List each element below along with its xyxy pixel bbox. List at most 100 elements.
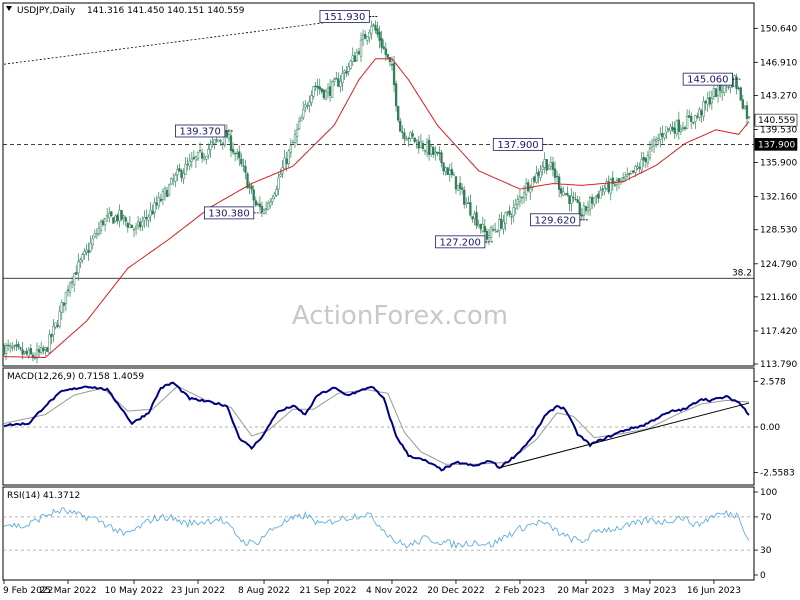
candle-body <box>638 167 641 169</box>
candle <box>306 102 309 110</box>
candle <box>531 178 534 192</box>
last-price-tag-text: 140.559 <box>758 116 795 126</box>
candle-body <box>450 169 453 175</box>
candle-body <box>696 116 699 118</box>
candle-body <box>163 188 167 194</box>
candle-body <box>39 347 43 353</box>
candle-body <box>297 121 301 129</box>
candle <box>469 194 472 217</box>
candle-body <box>609 179 612 194</box>
candle <box>514 198 517 215</box>
candle-body <box>448 170 451 175</box>
candle <box>163 186 167 201</box>
candle-body <box>603 188 606 193</box>
candle <box>671 121 674 132</box>
candle <box>584 206 588 215</box>
candle-body <box>136 221 140 226</box>
candle <box>17 341 20 350</box>
candle <box>300 114 303 122</box>
candle-body <box>320 88 323 92</box>
candle <box>652 136 656 153</box>
candle-body <box>149 209 152 217</box>
candle <box>621 172 625 183</box>
candle <box>425 137 429 158</box>
candle-body <box>714 88 718 97</box>
candle <box>29 344 32 356</box>
candle-body <box>273 193 276 198</box>
candle <box>139 217 142 232</box>
candle-body <box>242 165 245 167</box>
candle <box>217 139 220 143</box>
candle-body <box>382 46 385 49</box>
candle-body <box>452 174 456 176</box>
candle <box>165 186 169 197</box>
y-tick-label: 113.790 <box>760 360 797 370</box>
y-tick-label: 143.270 <box>760 91 797 101</box>
candle <box>244 159 247 180</box>
macd-layer <box>3 381 754 472</box>
candle-body <box>15 344 18 347</box>
candle <box>52 318 55 343</box>
rsi-tick-label: 100 <box>760 488 777 498</box>
candle <box>145 209 148 227</box>
candle-body <box>6 344 10 346</box>
x-tick-label: 4 Nov 2022 <box>366 586 418 596</box>
candle <box>413 137 416 144</box>
candle-body <box>434 151 437 155</box>
candle <box>646 150 650 168</box>
candle <box>644 157 647 169</box>
candle <box>638 162 641 173</box>
candle-body <box>545 159 548 171</box>
candle <box>130 224 134 228</box>
candle <box>401 125 404 140</box>
candle-body <box>529 188 532 193</box>
candle-body <box>186 163 189 166</box>
candle <box>626 167 629 178</box>
candle-body <box>605 181 608 189</box>
candle <box>747 115 751 120</box>
candle <box>269 198 272 209</box>
candle-body <box>256 203 259 205</box>
candle-body <box>361 34 365 40</box>
candle-body <box>318 86 321 90</box>
candle <box>498 214 501 238</box>
candle-body <box>692 122 695 124</box>
candle-body <box>475 212 478 226</box>
candle-body <box>374 24 377 31</box>
callout-label: 151.930 <box>324 12 365 23</box>
candle-body <box>491 229 495 231</box>
candle-body <box>89 242 92 252</box>
candle <box>75 265 78 275</box>
candle <box>568 194 571 212</box>
candle-body <box>304 104 307 108</box>
candle-body <box>737 87 740 90</box>
candle-body <box>593 197 596 205</box>
candle <box>66 285 70 297</box>
candle <box>667 128 670 133</box>
candle <box>308 95 311 113</box>
candle <box>477 219 480 228</box>
candle-body <box>207 149 210 156</box>
candle <box>198 142 202 153</box>
candle-body <box>378 31 381 41</box>
candle <box>200 148 204 163</box>
candle-body <box>21 349 24 355</box>
rsi-tick-label: 70 <box>760 513 772 523</box>
candle-body <box>326 87 330 93</box>
candle <box>213 139 216 150</box>
candle <box>77 253 80 281</box>
candle-body <box>211 141 214 143</box>
candle <box>485 228 489 244</box>
candle <box>394 80 398 112</box>
fib-level-label: 38.2 <box>732 268 752 278</box>
candle <box>452 171 456 176</box>
candle-body <box>471 216 474 220</box>
candle <box>432 146 435 158</box>
candle <box>58 305 61 329</box>
candle-body <box>688 115 691 118</box>
candle <box>182 168 185 185</box>
candle-body <box>219 140 222 142</box>
candle <box>502 215 505 235</box>
candle-body <box>23 351 26 354</box>
